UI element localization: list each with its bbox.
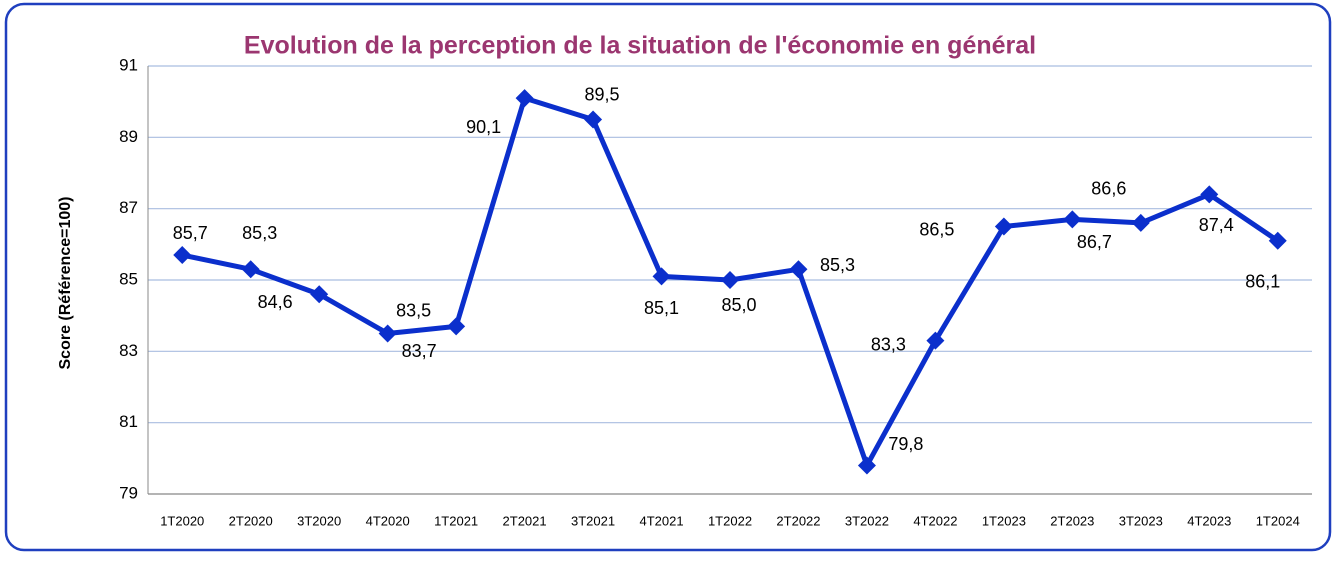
marker [652,267,671,286]
y-axis-label: Score (Référence=100) [57,197,74,370]
chart-title: Evolution de la perception de la situati… [244,32,1036,60]
x-tick-label: 3T2023 [1119,513,1163,528]
x-tick-label: 3T2020 [297,513,341,528]
marker [926,331,945,350]
y-tick-label: 89 [119,127,138,146]
data-label: 83,5 [396,300,431,320]
y-tick-label: 91 [119,55,138,74]
marker [857,456,876,475]
x-tick-label: 2T2022 [776,513,820,528]
marker [310,285,329,304]
data-label: 79,8 [888,434,923,454]
marker [1268,231,1287,250]
marker [1063,210,1082,229]
data-label: 84,6 [258,292,293,312]
x-tick-label: 3T2022 [845,513,889,528]
marker [515,89,534,108]
marker [721,271,739,289]
x-tick-label: 1T2020 [160,513,204,528]
data-label: 90,1 [466,117,501,137]
data-label: 85,1 [644,298,679,318]
data-label: 85,3 [820,255,855,275]
data-label: 85,3 [242,223,277,243]
x-tick-label: 2T2023 [1050,513,1094,528]
data-label: 87,4 [1199,215,1234,235]
marker [994,217,1013,236]
marker [173,246,192,265]
x-tick-label: 2T2021 [503,513,547,528]
x-tick-label: 1T2022 [708,513,752,528]
marker [1131,213,1150,232]
y-tick-label: 79 [119,483,138,502]
data-label: 85,7 [173,223,208,243]
x-tick-label: 3T2021 [571,513,615,528]
x-tick-label: 4T2020 [366,513,410,528]
marker [378,324,397,343]
x-tick-label: 4T2021 [639,513,683,528]
marker [789,260,808,279]
marker [1200,185,1219,204]
data-label: 83,7 [402,341,437,361]
x-tick-label: 1T2024 [1256,513,1300,528]
y-tick-label: 85 [119,269,138,288]
data-label: 86,6 [1091,179,1126,199]
data-label: 89,5 [585,84,620,104]
y-tick-label: 83 [119,341,138,360]
x-tick-label: 4T2023 [1187,513,1231,528]
x-tick-label: 2T2020 [229,513,273,528]
x-tick-label: 1T2023 [982,513,1026,528]
marker [241,260,260,279]
y-tick-label: 87 [119,198,138,217]
marker [584,110,603,129]
data-label: 86,1 [1245,272,1280,292]
data-label: 86,7 [1077,232,1112,252]
data-label: 83,3 [871,334,906,354]
data-label: 85,0 [721,295,756,315]
x-tick-label: 1T2021 [434,513,478,528]
marker [447,317,466,336]
y-tick-label: 81 [119,412,138,431]
x-tick-label: 4T2022 [913,513,957,528]
data-label: 86,5 [919,219,954,239]
